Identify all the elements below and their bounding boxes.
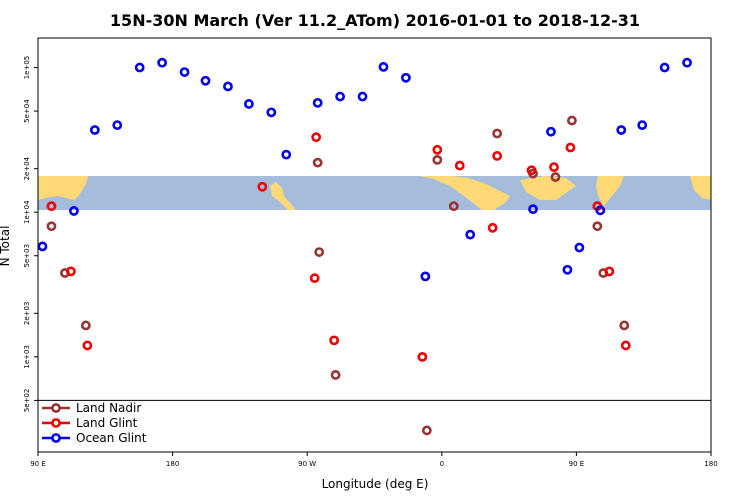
data-point [565,142,576,153]
data-point [330,370,341,380]
data-point [604,266,615,277]
data-point [179,67,190,77]
data-points [37,57,692,436]
data-point [314,247,325,257]
land-shape-1 [38,176,88,200]
data-point [682,57,692,68]
data-point [417,351,428,362]
y-tick-label: 5e+04 [23,99,31,123]
x-tick-label: 0 [440,460,444,468]
x-tick-label: 180 [166,460,179,468]
land-shape-3 [419,176,510,210]
data-point [266,107,277,118]
y-tick-label: 1e+04 [23,200,31,224]
data-point [66,266,76,277]
world-map-strip [38,176,711,210]
data-point [46,221,57,232]
data-point [46,201,57,212]
data-point [200,75,211,86]
land-shape-4 [520,176,576,200]
data-point [454,160,465,171]
legend-marker [51,403,61,413]
data-point [432,154,443,165]
data-point [620,340,631,351]
data-point [492,150,503,161]
data-point [574,242,585,253]
y-tick-label: 2e+03 [23,302,31,326]
data-point [312,157,323,168]
data-point [68,206,79,216]
chart-title: 15N-30N March (Ver 11.2_ATom) 2016-01-01… [110,11,640,30]
data-point [592,221,603,232]
y-axis: 5e+02 1e+03 2e+03 5e+03 1e+04 2e+04 5e+04 1e+05 [23,56,38,412]
land-shape-5 [596,176,624,206]
plot-frame [37,37,712,453]
data-point [526,165,537,176]
data-point [335,91,346,102]
x-tick-label: 180 [704,460,717,468]
legend-label: Ocean Glint [76,431,147,445]
land-shape-6 [690,176,711,200]
data-point [528,204,538,215]
data-point [637,120,648,130]
data-point [134,62,145,73]
data-point [311,132,322,143]
y-axis-title: N Total [0,226,12,267]
x-tick-label: 90 E [30,460,46,468]
y-tick-label: 5e+02 [23,389,31,413]
data-point [567,115,577,126]
data-point [80,320,91,331]
data-point [616,125,627,135]
data-point [89,125,100,135]
series-land-glint [46,132,631,362]
legend-marker [51,418,61,428]
x-axis: 90 E 180 90 W 0 90 E 180 [30,452,718,468]
data-point [659,62,670,73]
data-point [357,91,368,102]
data-point [281,149,292,160]
data-point [223,81,233,92]
data-point [546,126,556,137]
data-point [329,335,340,346]
legend-label: Land Nadir [76,401,141,415]
data-point [549,162,559,172]
data-point [465,229,476,240]
series-land-nadir [46,115,630,436]
data-point [157,57,168,68]
data-point [595,205,606,216]
land-shape-2 [270,182,296,210]
x-tick-label: 90 E [569,460,585,468]
data-point [492,128,503,139]
data-point [550,172,561,182]
data-point [112,120,123,130]
data-point [619,320,630,331]
x-axis-title: Longitude (deg E) [322,477,429,491]
data-point [448,201,459,212]
y-tick-label: 1e+05 [23,56,31,80]
data-point [309,273,320,284]
data-point [487,222,498,233]
y-tick-label: 2e+04 [23,156,31,180]
data-point [562,264,573,275]
data-point [421,425,432,436]
y-tick-label: 1e+03 [23,345,31,369]
y-tick-label: 5e+03 [23,244,31,268]
legend-label: Land Glint [76,416,138,430]
data-point [37,241,48,252]
data-point [257,181,268,192]
data-point [312,97,323,108]
data-point [378,62,389,72]
x-tick-label: 90 W [298,460,316,468]
data-point [432,144,443,155]
data-point [243,99,254,109]
series-ocean-glint [37,57,692,282]
data-point [420,271,431,282]
data-point [401,72,411,83]
data-point [82,340,93,351]
legend-marker [51,433,61,443]
